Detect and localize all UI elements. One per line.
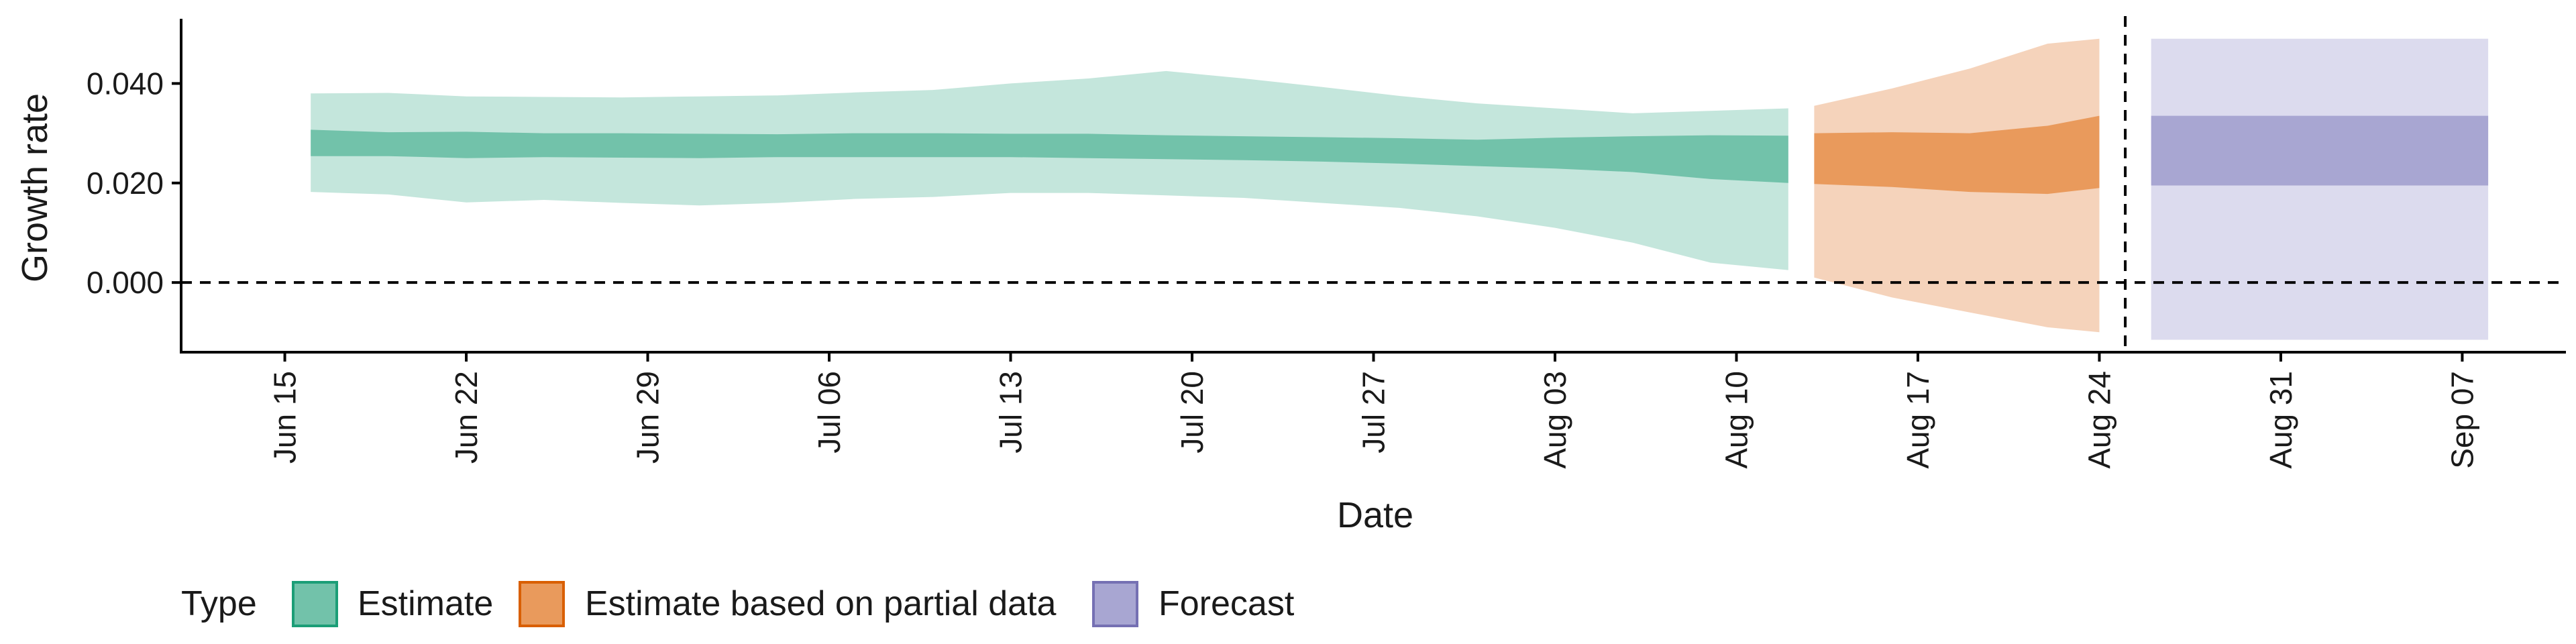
reference-lines <box>181 16 2566 352</box>
forecast-outer-band <box>2151 38 2489 340</box>
y-tick-label: 0.000 <box>87 265 164 300</box>
x-tick-label: Jul 06 <box>812 371 847 453</box>
forecast-inner-band <box>2151 115 2489 186</box>
axes: 0.000 0.020 0.040 Jun 15 Jun 22 Jun 29 Jul 06 J… <box>87 19 2566 469</box>
legend-title: Type <box>181 584 257 623</box>
x-tick-label: Aug 31 <box>2263 371 2298 469</box>
x-tick-label: Jul 27 <box>1356 371 1391 453</box>
legend-key-partial <box>519 581 565 627</box>
x-tick-label: Jun 29 <box>631 371 665 464</box>
estimate-based-on-partial-data-inner-band <box>1814 115 2100 195</box>
legend-label-partial: Estimate based on partial data <box>585 584 1057 623</box>
legend-label-estimate: Estimate <box>358 584 493 623</box>
estimate-inner-band <box>311 129 1788 183</box>
x-tick-label: Jul 13 <box>994 371 1028 453</box>
x-tick-label: Jun 15 <box>268 371 303 464</box>
legend-label-forecast: Forecast <box>1159 584 1295 623</box>
x-tick-label: Aug 10 <box>1719 371 1754 469</box>
y-axis-title: Growth rate <box>15 93 55 282</box>
x-tick-label: Sep 07 <box>2445 371 2479 469</box>
x-tick-label: Aug 03 <box>1538 371 1572 469</box>
ribbon-layer <box>311 38 2489 340</box>
x-tick-label: Aug 24 <box>2082 371 2117 469</box>
legend-key-estimate <box>292 581 338 627</box>
legend-key-forecast <box>1092 581 1138 627</box>
legend: Type Estimate Estimate based on partial … <box>181 581 1295 627</box>
y-tick-label: 0.040 <box>87 66 164 101</box>
y-tick-label: 0.020 <box>87 166 164 201</box>
estimate-outer-band <box>311 70 1788 270</box>
x-tick-label: Jun 22 <box>449 371 484 464</box>
x-tick-label: Jul 20 <box>1175 371 1210 453</box>
x-tick-label: Aug 17 <box>1900 371 1935 469</box>
x-axis-title: Date <box>1337 495 1413 535</box>
